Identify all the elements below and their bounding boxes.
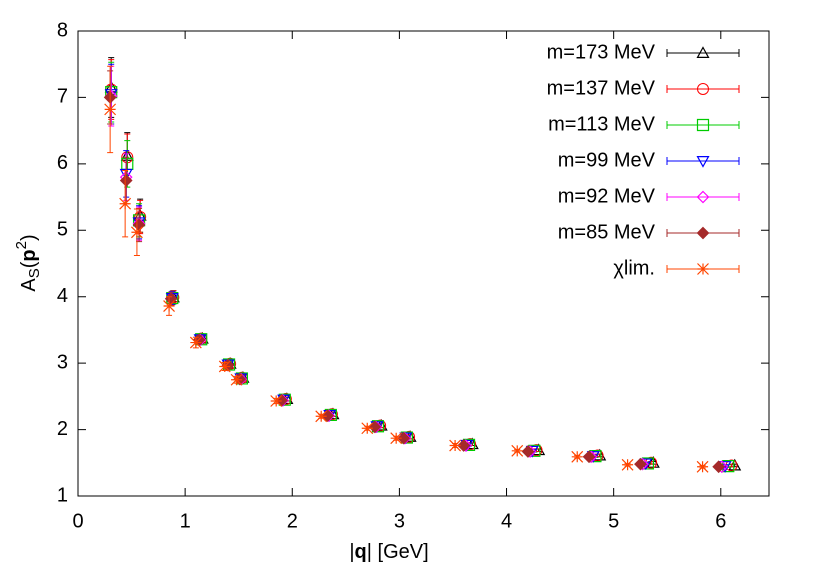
legend-label: m=137 MeV [547, 77, 656, 99]
marker [521, 445, 535, 458]
y-label-part: p [18, 249, 40, 261]
x-axis-label: |q| [GeV] [349, 541, 428, 563]
marker [397, 431, 411, 445]
y-axis-label: AS(p2) [13, 234, 43, 291]
marker [315, 410, 328, 423]
marker [390, 432, 403, 445]
legend-label: m=92 MeV [558, 185, 656, 207]
y-tick-label: 5 [57, 219, 68, 241]
y-label-part: ( [18, 261, 40, 268]
marker [218, 360, 231, 373]
y-label-part: ) [18, 234, 40, 241]
marker [163, 300, 175, 312]
marker [621, 458, 634, 471]
legend-marker [696, 46, 710, 58]
marker [119, 174, 133, 187]
marker [511, 444, 524, 457]
legend-sample [666, 85, 740, 93]
marker [361, 422, 374, 435]
y-tick-label: 2 [57, 418, 68, 440]
legend-label: m=113 MeV [548, 113, 656, 135]
x-tick-label: 5 [608, 510, 619, 532]
marker [449, 439, 462, 452]
marker [457, 439, 471, 452]
marker [571, 450, 584, 463]
legend-marker [696, 118, 710, 132]
legend-sample [666, 121, 740, 129]
y-tick-label: 6 [57, 152, 68, 174]
legend-marker [697, 263, 709, 275]
marker [132, 214, 146, 227]
y-label-part: 2 [13, 241, 30, 249]
y-label-part: S [26, 268, 43, 278]
legend-label: m=173 MeV [547, 41, 656, 63]
plot-frame [77, 30, 770, 497]
x-label-part: | [349, 541, 354, 563]
marker [270, 395, 283, 407]
y-tick-label: 8 [57, 19, 68, 41]
legend-marker [697, 83, 709, 95]
y-tick-label: 4 [57, 285, 68, 307]
legend-marker [696, 190, 710, 204]
marker [696, 460, 709, 473]
legend-sample [666, 49, 740, 57]
x-tick-label: 6 [715, 510, 726, 532]
legend-label: m=99 MeV [558, 149, 656, 171]
marker [105, 86, 118, 99]
x-tick-label: 2 [287, 510, 298, 532]
y-tick-label: 3 [57, 351, 68, 373]
y-label-part: A [18, 278, 40, 292]
marker [712, 460, 725, 474]
marker [582, 450, 596, 464]
x-tick-label: 4 [501, 510, 512, 532]
marker [119, 197, 132, 210]
x-tick-label: 0 [72, 510, 83, 532]
legend-sample [666, 193, 740, 201]
marker [634, 457, 647, 471]
legend-marker [696, 156, 710, 168]
legend-marker [696, 226, 710, 240]
marker [189, 336, 202, 349]
x-label-part: | [GeV] [367, 541, 429, 563]
marker [104, 103, 117, 116]
legend-label: χlim. [613, 257, 655, 279]
marker [230, 373, 243, 386]
x-label-part: q [355, 541, 367, 563]
y-tick-label: 1 [57, 484, 68, 506]
x-tick-label: 3 [394, 510, 405, 532]
marker [130, 226, 143, 239]
legend-sample [666, 157, 740, 165]
x-tick-label: 1 [180, 510, 191, 532]
legend-label: m=85 MeV [558, 221, 656, 243]
marker [121, 157, 134, 170]
y-tick-label: 7 [57, 86, 68, 108]
